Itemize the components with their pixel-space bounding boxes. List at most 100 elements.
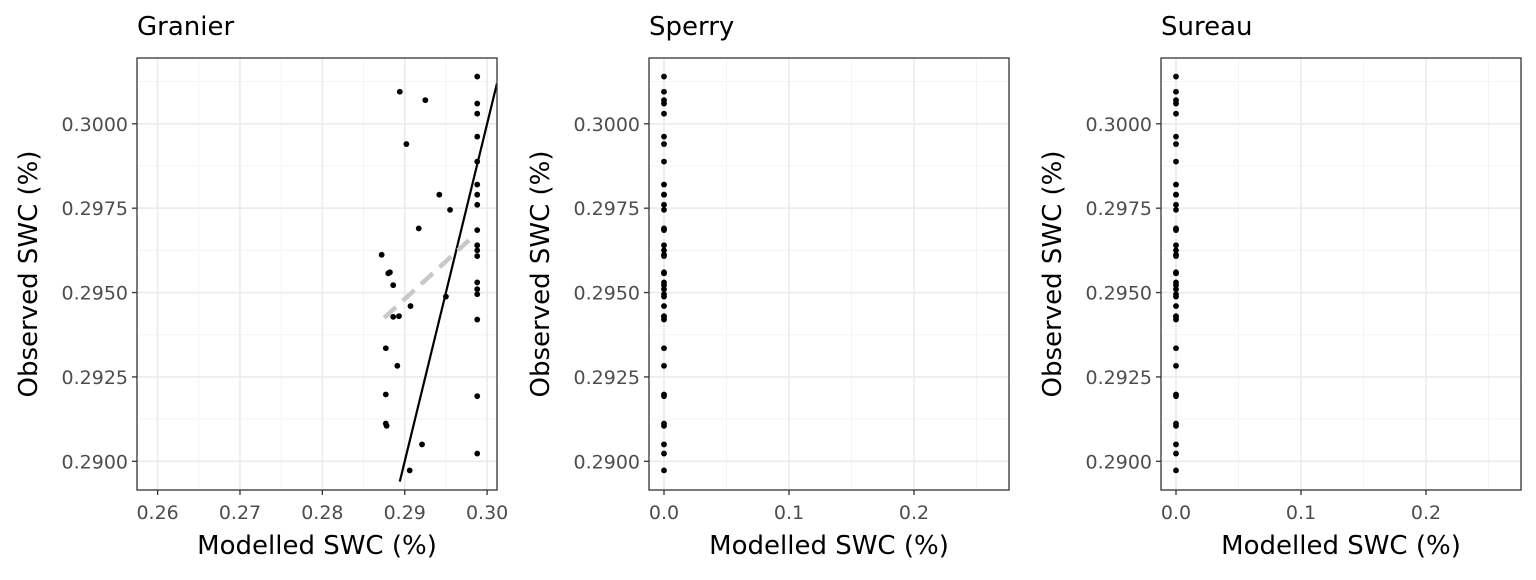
x-tick-label: 0.29	[384, 502, 426, 524]
data-point	[474, 286, 481, 293]
panel-granier: 0.26 0.27 0.28 0.29 0.30 0.2900 0.2925 0.2950 0.…	[14, 12, 508, 561]
identity-line	[398, 83, 497, 482]
x-axis-label: Modelled SWC (%)	[197, 531, 437, 561]
data-point	[443, 293, 449, 300]
data-point	[661, 282, 667, 289]
data-point	[396, 88, 403, 95]
data-point	[436, 191, 443, 198]
data-point	[447, 206, 453, 213]
data-point	[474, 201, 481, 208]
data-point	[661, 247, 667, 254]
data-point	[1173, 158, 1179, 165]
data-point	[1173, 253, 1179, 260]
data-point	[661, 441, 667, 448]
data-point	[1173, 422, 1179, 429]
data-point	[382, 391, 389, 398]
panel-title: Sureau	[1161, 12, 1253, 42]
fit-line	[382, 238, 471, 320]
data-point	[661, 191, 667, 198]
data-point	[474, 227, 481, 234]
data-point	[661, 316, 667, 323]
data-point	[403, 141, 410, 147]
y-axis-label: Observed SWC (%)	[1038, 151, 1068, 398]
y-tick-label: 0.2950	[62, 283, 128, 305]
data-point	[661, 88, 667, 95]
data-point	[474, 291, 481, 298]
data-point	[1173, 441, 1179, 448]
data-point	[1173, 247, 1179, 254]
data-point	[1173, 206, 1179, 213]
x-tick-label: 0.28	[301, 502, 343, 524]
data-point	[661, 158, 667, 165]
data-point	[1173, 141, 1179, 147]
data-point	[474, 450, 481, 457]
y-tick-label: 0.2925	[1086, 367, 1152, 389]
data-point	[1173, 201, 1179, 208]
data-point	[474, 279, 481, 286]
plot-background	[137, 58, 497, 490]
data-point	[378, 251, 385, 258]
data-point	[1173, 110, 1179, 117]
data-point	[382, 345, 389, 352]
y-tick-label: 0.2975	[62, 198, 128, 220]
data-point	[474, 316, 481, 323]
data-point	[474, 73, 481, 80]
data-point	[661, 181, 667, 188]
data-point	[1173, 73, 1179, 80]
data-point	[1173, 303, 1179, 309]
data-point	[1173, 345, 1179, 352]
x-tick-label: 0.1	[1286, 502, 1316, 524]
data-point	[474, 100, 481, 107]
y-tick-label: 0.2925	[574, 367, 640, 389]
x-axis-label: Modelled SWC (%)	[709, 531, 949, 561]
panel-sureau: 0.0 0.1 0.2 0.2900 0.2925 0.2950 0.2975 0.3000 S…	[1038, 12, 1522, 561]
data-point	[661, 110, 667, 117]
x-tick-label: 0.2	[1411, 502, 1441, 524]
data-point	[474, 133, 481, 140]
data-point	[661, 133, 667, 140]
data-point	[1173, 282, 1179, 289]
x-axis-label: Modelled SWC (%)	[1221, 531, 1461, 561]
data-point	[661, 422, 667, 429]
y-axis-label: Observed SWC (%)	[526, 151, 556, 398]
y-tick-label: 0.2975	[574, 198, 640, 220]
data-point	[1173, 450, 1179, 457]
y-tick-label: 0.2925	[62, 367, 128, 389]
data-point	[661, 73, 667, 80]
data-point	[661, 286, 667, 293]
data-point	[419, 441, 425, 448]
data-point	[1173, 181, 1179, 188]
data-point	[661, 303, 667, 309]
x-tick-label: 0.0	[1161, 502, 1191, 524]
x-tick-label: 0.0	[649, 502, 679, 524]
plot-background	[1161, 58, 1521, 490]
data-point	[1173, 393, 1179, 400]
data-point	[1173, 242, 1179, 249]
plot-background	[649, 58, 1009, 490]
data-point	[661, 141, 667, 147]
data-point	[474, 253, 481, 260]
data-point	[387, 269, 393, 276]
data-point	[474, 110, 481, 117]
y-tick-label: 0.2900	[574, 451, 640, 473]
x-tick-label: 0.27	[219, 502, 261, 524]
data-point	[1173, 286, 1179, 293]
data-point	[661, 450, 667, 457]
data-point	[394, 362, 401, 369]
data-point	[474, 191, 481, 198]
data-point	[661, 201, 667, 208]
y-tick-label: 0.2975	[1086, 198, 1152, 220]
data-point	[661, 253, 667, 260]
data-point	[474, 158, 481, 165]
y-tick-label: 0.2950	[574, 283, 640, 305]
data-point	[661, 467, 667, 474]
data-point	[661, 293, 667, 300]
data-point	[1173, 227, 1179, 234]
data-point	[1173, 316, 1179, 323]
plot-area	[661, 73, 667, 474]
data-point	[390, 282, 397, 289]
y-tick-label: 0.3000	[1086, 114, 1152, 136]
data-point	[661, 270, 667, 277]
